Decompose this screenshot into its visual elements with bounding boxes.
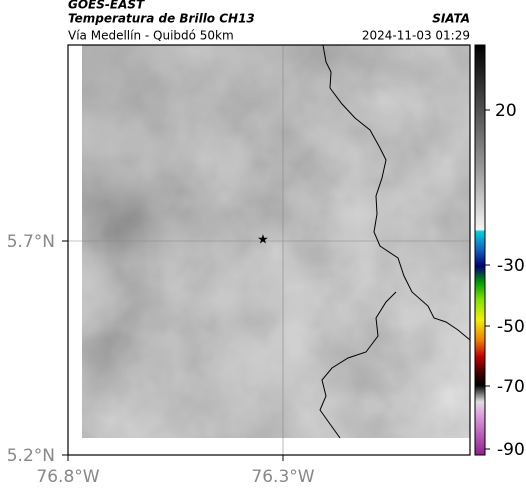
lat-label: 5.2°N: [7, 446, 55, 466]
colorbar: [474, 44, 486, 456]
colorbar-ticks: [485, 109, 490, 450]
satellite: GOES-EAST: [68, 0, 145, 12]
border: [319, 291, 397, 439]
colorbar-label: 20: [495, 101, 517, 121]
datetime: 2024-11-03 01:29: [362, 29, 470, 43]
colorbar-label: -90: [497, 440, 525, 460]
colorbar-label: -30: [497, 256, 525, 276]
map-frame: [67, 44, 471, 456]
lon-label: 76.3°W: [251, 467, 314, 487]
location-marker: ★: [257, 233, 269, 248]
colorbar-label: -70: [497, 377, 525, 397]
colorbar-label: -50: [497, 317, 525, 337]
image-shade: [82, 45, 470, 438]
lon-label: 76.8°W: [36, 467, 99, 487]
product: Temperatura de Brillo CH13: [68, 12, 255, 26]
lat-label: 5.7°N: [7, 232, 55, 252]
border: [322, 44, 471, 341]
source: SIATA: [432, 12, 470, 26]
route: Vía Medellín - Quibdó 50km: [68, 29, 234, 43]
